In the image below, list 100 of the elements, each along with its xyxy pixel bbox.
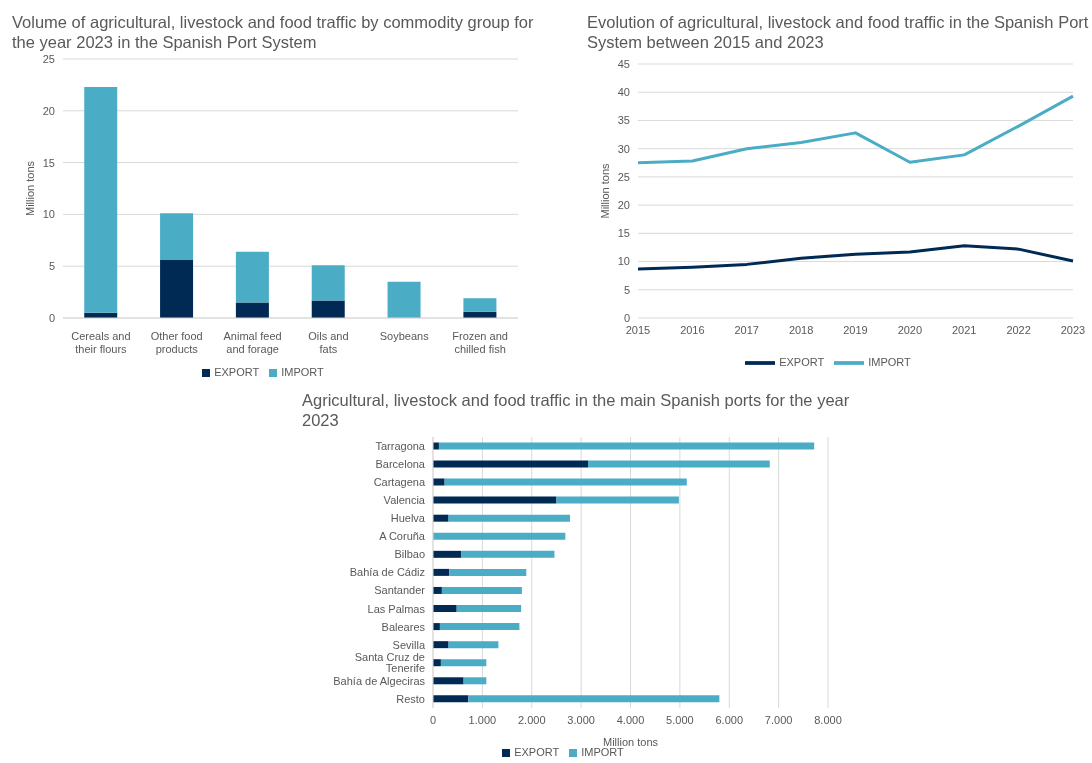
x-tick-label: 2022: [1006, 323, 1031, 336]
y-tick-label: 15: [42, 156, 55, 169]
y-tick-label: 25: [42, 52, 55, 65]
bar: [235, 251, 269, 303]
y-tick-label: 45: [617, 57, 630, 70]
legend-label: EXPORT: [779, 355, 825, 368]
bar: [468, 695, 720, 703]
bar: [84, 86, 118, 313]
x-tick-label: 8.000: [814, 713, 842, 726]
y-tick-label: 0: [623, 311, 630, 324]
bar: [311, 265, 345, 301]
line-series: [636, 94, 1075, 165]
y-tick-label: Baleares: [381, 620, 426, 633]
bar: [433, 496, 557, 504]
bar: [433, 514, 449, 522]
x-tick-label: 4.000: [616, 713, 645, 726]
y-tick-label: 10: [42, 208, 55, 221]
y-tick-label: Valencia: [383, 494, 426, 507]
y-tick-label: 35: [617, 114, 630, 127]
bar: [433, 605, 457, 613]
y-axis-title: Million tons: [598, 162, 611, 219]
y-tick-label: Bahía de Cádiz: [349, 566, 425, 579]
x-tick-label: Other food products: [150, 330, 203, 355]
x-tick-label: 7.000: [764, 713, 793, 726]
x-tick-label: 0: [429, 713, 437, 726]
y-tick-label: 5: [623, 283, 630, 296]
legend-label: EXPORT: [514, 746, 560, 758]
bar: [461, 550, 555, 558]
bar: [387, 281, 421, 318]
y-tick-label: 5: [48, 260, 55, 273]
bar: [160, 259, 194, 318]
bar: [433, 677, 464, 685]
y-tick-label: 25: [617, 170, 630, 183]
bar: [433, 695, 469, 703]
legend-label: IMPORT: [868, 355, 911, 368]
y-tick-label: Santander: [374, 584, 426, 597]
x-tick-label: 3.000: [567, 713, 595, 726]
chart-title: Evolution of agricultural, livestock and food traffic in the Spanish Port System between 2015 and 2023: [586, 12, 1090, 53]
x-tick-label: 6.000: [715, 713, 744, 726]
y-tick-label: 0: [48, 311, 55, 324]
bar: [463, 298, 497, 312]
bar: [448, 641, 499, 649]
x-tick-label: 2021: [952, 323, 977, 336]
y-tick-label: Santa Cruz de Tenerife: [354, 651, 425, 675]
bar: [556, 496, 679, 504]
x-tick-label: 1.000: [468, 713, 497, 726]
y-tick-label: Huelva: [390, 512, 426, 525]
y-tick-label: Sevilla: [392, 638, 426, 651]
x-tick-label: Oils and fats: [308, 330, 349, 355]
x-tick-label: 2015: [625, 323, 651, 336]
x-tick-label: 2023: [1060, 323, 1086, 336]
bar: [433, 460, 589, 468]
y-tick-label: 20: [617, 199, 630, 212]
legend-label: EXPORT: [214, 366, 260, 378]
y-tick-label: 40: [617, 86, 630, 99]
y-tick-label: 15: [617, 227, 630, 240]
bar: [433, 641, 449, 649]
y-tick-label: Resto: [396, 692, 425, 705]
x-tick-label: Cereals and their flours: [71, 330, 131, 355]
bar: [311, 300, 345, 318]
bar: [456, 605, 522, 613]
bar: [440, 659, 487, 667]
bar: [448, 514, 571, 522]
x-tick-label: 2016: [680, 323, 705, 336]
x-tick-label: 2018: [788, 323, 814, 336]
bar: [433, 478, 445, 486]
bar: [463, 677, 487, 685]
bar: [441, 586, 522, 594]
x-tick-label: Frozen and chilled fish: [452, 330, 508, 355]
legend-label: IMPORT: [281, 366, 324, 378]
bar: [444, 478, 687, 486]
x-axis-title: Million tons: [602, 736, 659, 748]
bar: [449, 568, 527, 576]
y-tick-label: Cartagena: [373, 476, 426, 489]
bar: [235, 302, 269, 318]
y-tick-label: A Coruña: [379, 530, 426, 543]
line-series: [636, 244, 1075, 271]
x-tick-label: 5.000: [666, 713, 694, 726]
y-tick-label: Las Palmas: [367, 602, 426, 615]
bar: [439, 623, 520, 631]
x-tick-label: Soybeans: [379, 330, 430, 342]
y-axis-title: Million tons: [23, 160, 36, 217]
x-tick-label: 2019: [843, 323, 868, 336]
y-tick-label: 10: [617, 255, 630, 268]
bar: [438, 442, 815, 450]
chart-title: Volume of agricultural, livestock and food traffic by commodity group for the year 2023 in the Spanish Port System: [11, 12, 535, 53]
y-tick-label: 20: [42, 104, 55, 117]
y-tick-label: Bilbao: [394, 548, 425, 561]
bar: [433, 550, 462, 558]
y-tick-label: 30: [617, 142, 630, 155]
bar: [160, 213, 194, 260]
y-tick-label: Tarragona: [375, 439, 426, 452]
x-tick-label: 2.000: [517, 713, 546, 726]
x-tick-label: 2020: [897, 323, 923, 336]
bar: [433, 586, 442, 594]
chart-title: Agricultural, livestock and food traffic in the main Spanish ports for the year 2023: [301, 390, 851, 431]
bar: [433, 532, 566, 540]
bar: [433, 568, 450, 576]
y-tick-label: Bahía de Algeciras: [333, 674, 426, 687]
legend-label: IMPORT: [581, 746, 624, 758]
